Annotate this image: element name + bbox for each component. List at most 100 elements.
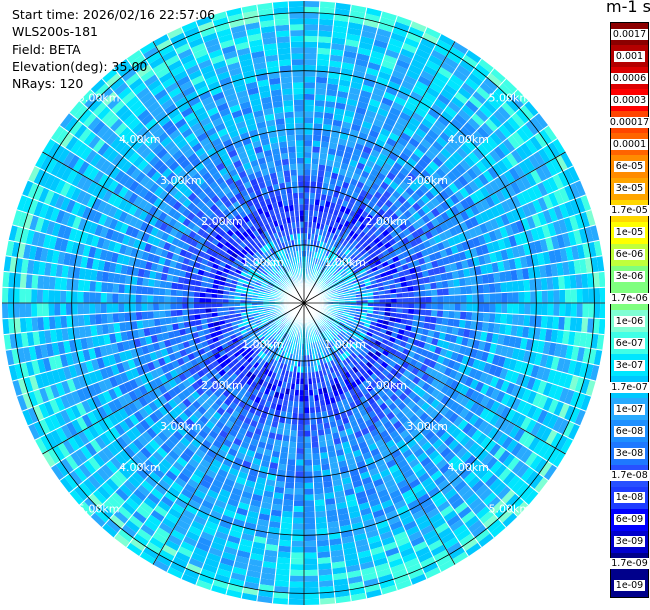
range-gate [205, 297, 212, 303]
range-gate [494, 282, 502, 293]
range-gate [283, 493, 294, 501]
range-gate [507, 456, 521, 472]
range-gate [553, 303, 560, 317]
range-gate [588, 287, 595, 303]
range-gate [552, 316, 560, 330]
range-gate [83, 279, 91, 292]
range-gate [480, 331, 488, 342]
range-gate [330, 346, 336, 354]
range-gate [334, 328, 341, 335]
range-gate [404, 274, 412, 282]
range-gate [377, 71, 392, 81]
range-gate [564, 289, 572, 303]
range-gate [205, 303, 212, 309]
range-gate [435, 281, 443, 290]
range-gate [393, 121, 406, 132]
range-gate [346, 251, 354, 258]
range-gate [448, 412, 460, 424]
range-gate [441, 317, 449, 326]
range-gate [330, 172, 339, 180]
range-gate [399, 181, 409, 191]
range-gate [316, 265, 321, 272]
range-gate [402, 308, 409, 314]
range-gate [420, 169, 432, 180]
range-gate [454, 201, 465, 213]
range-gate [509, 93, 525, 109]
range-gate [308, 204, 315, 211]
range-gate [338, 259, 346, 267]
range-gate [326, 83, 339, 91]
range-gate [511, 460, 525, 475]
range-gate [345, 234, 352, 242]
range-gate [417, 472, 431, 484]
range-gate [575, 392, 586, 410]
range-gate [324, 243, 330, 250]
range-gate [474, 404, 486, 417]
range-gate [489, 342, 498, 355]
range-gate [497, 355, 506, 368]
range-gate [458, 533, 475, 547]
range-gate [477, 293, 485, 303]
range-gate [350, 352, 358, 360]
range-gate [559, 343, 568, 359]
range-gate [468, 95, 483, 109]
range-gate [521, 203, 532, 218]
range-gate [344, 371, 352, 379]
range-gate [414, 127, 427, 139]
range-gate [319, 7, 335, 15]
range-gate [447, 155, 460, 167]
range-gate [403, 330, 411, 338]
range-gate [314, 94, 326, 101]
range-gate [405, 186, 415, 197]
range-gate [398, 152, 410, 163]
range-gate [510, 442, 524, 457]
range-gate [304, 459, 313, 466]
range-gate [542, 179, 554, 195]
range-gate [355, 53, 371, 62]
range-gate [440, 324, 448, 334]
range-gate [375, 76, 390, 87]
range-gate [304, 146, 313, 153]
range-gate [277, 463, 288, 471]
range-gate [314, 505, 326, 512]
range-gate [417, 321, 425, 329]
range-gate [487, 426, 499, 440]
range-gate [322, 338, 328, 345]
range-gate [397, 53, 413, 65]
range-gate [512, 303, 519, 315]
range-gate [562, 261, 570, 276]
range-gate [432, 156, 444, 168]
range-gate [412, 314, 420, 322]
range-gate [398, 111, 412, 122]
range-gate [320, 135, 331, 143]
range-gate [454, 382, 465, 394]
range-gate [488, 230, 498, 242]
range-gate [439, 189, 450, 201]
range-gate [304, 47, 318, 54]
range-gate [468, 227, 478, 239]
range-gate [477, 284, 484, 294]
range-gate [411, 111, 425, 123]
range-gate [296, 436, 304, 443]
range-gate [367, 154, 378, 164]
range-gate [469, 204, 480, 216]
range-gate [590, 256, 599, 273]
range-gate [414, 80, 429, 92]
range-gate [452, 415, 464, 428]
range-gate [409, 90, 424, 102]
range-gate [580, 194, 592, 212]
range-gate [382, 54, 398, 65]
range-gate [322, 316, 328, 322]
range-gate [421, 269, 429, 278]
range-gate [36, 289, 44, 303]
range-gate [304, 93, 315, 101]
range-gate [439, 163, 451, 175]
range-gate [379, 429, 390, 439]
range-gate [457, 232, 467, 243]
range-gate [319, 1, 336, 9]
range-gate [519, 361, 529, 375]
range-gate [434, 401, 445, 413]
range-gate [402, 297, 409, 303]
range-gate [414, 488, 428, 500]
range-gate [439, 131, 452, 144]
